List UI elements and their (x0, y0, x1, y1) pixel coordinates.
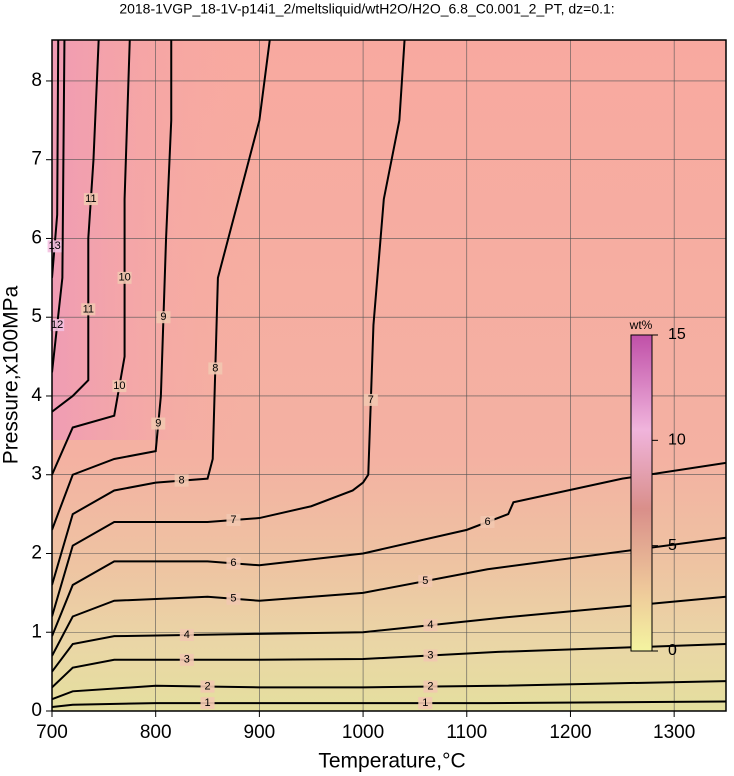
contour-label-bg (50, 319, 65, 332)
contour-label: 11 (83, 303, 94, 315)
x-tick-label: 1300 (653, 722, 695, 743)
y-tick-label: 0 (31, 700, 42, 721)
contour-label: 10 (113, 380, 125, 392)
contour-label-bg (47, 240, 62, 253)
contour-line (52, 461, 726, 637)
x-axis-label: Temperature,°C (318, 750, 465, 773)
contour-label: 8 (179, 475, 185, 487)
y-tick-label: 3 (31, 464, 42, 485)
x-tick-label: 800 (140, 722, 172, 743)
contour-label-bg (226, 592, 241, 605)
contour-line (52, 40, 60, 278)
contour-label: 9 (160, 311, 166, 323)
contour-line (52, 680, 726, 701)
contour-label: 1 (422, 697, 428, 709)
contour-label-bg (480, 515, 495, 528)
contour-label-bg (156, 311, 171, 324)
contour-label-bg (117, 271, 132, 284)
y-tick-label: 2 (31, 543, 42, 564)
x-tick-label: 1100 (446, 722, 487, 743)
contour-label-bg (226, 557, 241, 570)
plot-shading (52, 40, 252, 440)
colorbar (630, 334, 653, 652)
colorbar-tick-label: 10 (668, 432, 686, 449)
contour-label-bg (423, 649, 438, 662)
contour-label-bg (179, 629, 194, 642)
x-tick-label: 900 (244, 722, 276, 743)
contour-label: 3 (427, 649, 433, 661)
contour-label: 7 (230, 514, 236, 526)
y-tick-label: 7 (31, 149, 42, 170)
contour-line (52, 700, 726, 709)
contour-label-bg (179, 653, 194, 666)
contour-label: 6 (484, 516, 490, 528)
colorbar-label: wt% (629, 318, 653, 332)
plot-frame (51, 39, 727, 712)
contour-label-bg (151, 417, 166, 430)
y-tick-label: 5 (31, 306, 42, 327)
contour-label-bg (83, 193, 98, 206)
contour-label: 7 (368, 394, 374, 406)
contour-label-bg (418, 697, 433, 710)
contour-label: 5 (230, 593, 236, 605)
contour-label-bg (112, 380, 127, 393)
y-tick-label: 4 (31, 385, 42, 406)
contour-label: 2 (427, 680, 433, 692)
contour-label: 13 (48, 240, 60, 252)
contour-label-bg (423, 680, 438, 693)
contour-label: 4 (427, 619, 433, 631)
y-tick-label: 1 (31, 621, 42, 642)
y-tick-label: 6 (31, 227, 42, 248)
contour-label: 10 (118, 272, 130, 284)
contour-label: 9 (155, 417, 161, 429)
contour-line (52, 40, 271, 586)
contour-label-bg (423, 619, 438, 632)
x-tick-label: 1200 (549, 722, 591, 743)
x-tick-label: 700 (36, 722, 68, 743)
chart-title: 2018-1VGP_18-1V-p14i1_2/meltsliquid/wtH2… (119, 1, 614, 17)
contour-label-bg (418, 575, 433, 588)
contour-label: 5 (422, 575, 428, 587)
contour-label-bg (174, 474, 189, 487)
contour-label-bg (363, 393, 378, 406)
contour-line (52, 643, 726, 689)
contour-label-bg (226, 514, 241, 527)
colorbar-tick-label: 0 (668, 642, 677, 659)
contour-label-bg (200, 697, 215, 710)
contour-label-bg (81, 303, 96, 316)
contour-label: 1 (204, 697, 210, 709)
contour-label: 3 (184, 654, 190, 666)
x-tick-label: 1000 (342, 722, 384, 743)
colorbar-tick-label: 5 (668, 537, 677, 554)
contour-label: 8 (212, 362, 218, 374)
contour-label-bg (208, 362, 223, 375)
colorbar-tick-label: 15 (668, 326, 686, 343)
contour-label: 6 (230, 557, 236, 569)
contour-label-bg (200, 680, 215, 693)
y-axis-label: Pressure,x100MPa (0, 285, 23, 464)
contour-label: 2 (204, 680, 210, 692)
contour-label: 11 (85, 193, 96, 205)
contour-line (52, 595, 726, 673)
contours (52, 40, 726, 709)
contour-line (52, 40, 406, 617)
y-tick-label: 8 (31, 70, 42, 91)
contour-label: 4 (184, 629, 190, 641)
contour-label: 12 (51, 319, 63, 331)
contour-line (52, 40, 66, 373)
